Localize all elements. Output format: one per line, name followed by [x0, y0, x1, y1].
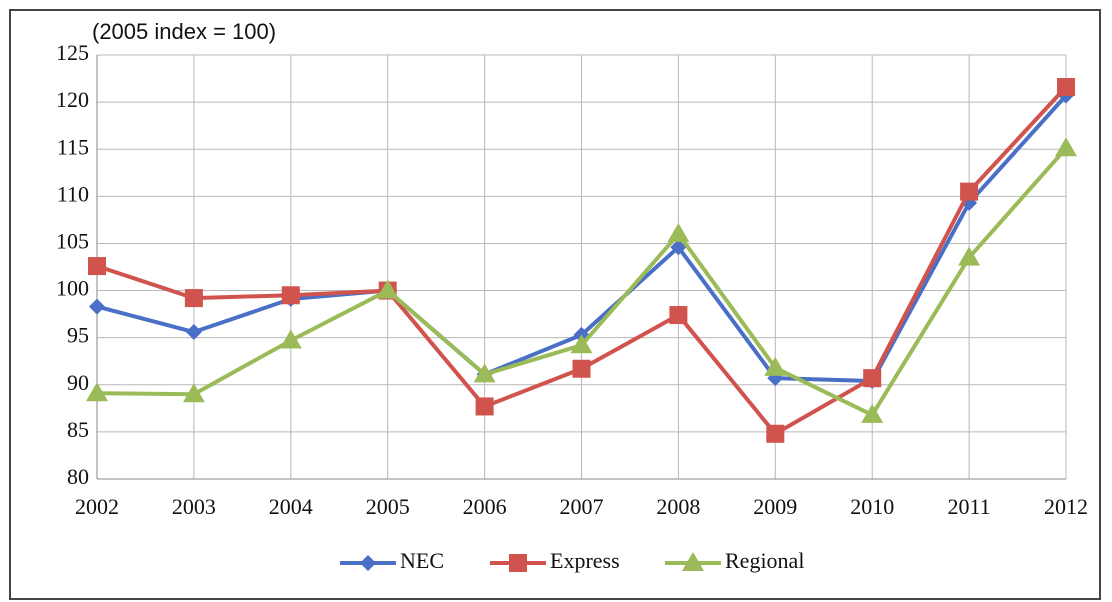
marker [86, 382, 108, 402]
x-tick-label: 2002 [75, 494, 119, 519]
x-tick-label: 2011 [948, 494, 991, 519]
x-tick-label: 2007 [560, 494, 604, 519]
x-tick-label: 2010 [850, 494, 894, 519]
marker [473, 363, 496, 383]
marker [670, 239, 687, 256]
marker [960, 182, 979, 201]
y-tick-label: 95 [67, 323, 89, 348]
y-tick-label: 105 [56, 228, 89, 253]
y-tick-label: 115 [57, 134, 89, 159]
x-tick-label: 2003 [172, 494, 216, 519]
y-tick-label: 90 [67, 370, 89, 395]
marker [669, 306, 688, 325]
x-tick-label: 2009 [753, 494, 797, 519]
marker [279, 329, 302, 349]
marker [376, 279, 399, 299]
x-tick-label: 2012 [1044, 494, 1088, 519]
legend-label: NEC [400, 548, 444, 573]
marker [764, 356, 787, 376]
y-tick-label: 85 [67, 417, 89, 442]
marker [572, 359, 591, 378]
marker [1057, 78, 1075, 97]
marker [958, 246, 981, 266]
y-tick-label: 125 [56, 40, 89, 65]
marker [1055, 137, 1077, 157]
y-tick-label: 100 [56, 276, 89, 301]
y-tick-label: 120 [56, 87, 89, 112]
x-tick-label: 2004 [269, 494, 313, 519]
marker [89, 298, 105, 315]
marker [766, 424, 785, 443]
y-tick-label: 110 [57, 181, 89, 206]
marker [88, 257, 106, 276]
y-tick-label: 80 [67, 464, 89, 489]
x-tick-label: 2008 [656, 494, 700, 519]
marker [570, 334, 593, 354]
marker [475, 397, 494, 416]
marker [184, 289, 203, 308]
marker [281, 286, 300, 305]
marker [182, 383, 205, 403]
marker [863, 369, 882, 388]
annotation: (2005 index = 100) [92, 19, 276, 44]
marker [861, 403, 884, 423]
marker [185, 324, 202, 341]
legend-label: Regional [725, 548, 804, 573]
legend-label: Express [550, 548, 620, 573]
marker [509, 554, 527, 572]
marker [667, 223, 690, 243]
marker [360, 555, 376, 571]
x-tick-label: 2005 [366, 494, 410, 519]
x-tick-label: 2006 [463, 494, 507, 519]
marker [682, 552, 704, 571]
